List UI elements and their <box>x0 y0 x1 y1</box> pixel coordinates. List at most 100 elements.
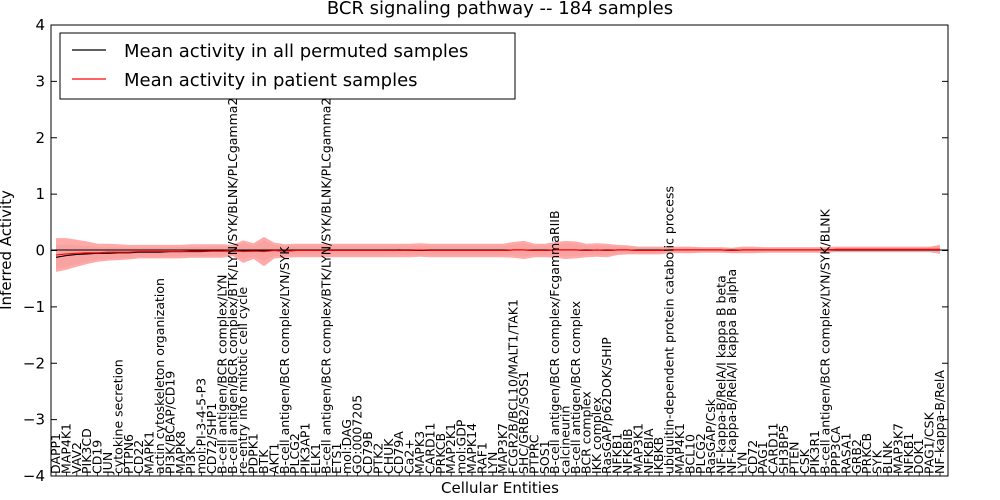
x-category-label: B-cell antigen/BCR complex/LYN <box>214 275 229 475</box>
x-category-label: PRKCB <box>433 433 448 474</box>
x-category-label: SOS1 <box>537 440 552 474</box>
x-category-label: CD22 <box>131 440 146 474</box>
x-category-label: ELK1 <box>308 443 323 474</box>
legend-label-permuted: Mean activity in all permuted samples <box>124 41 468 62</box>
series-line-patient <box>55 248 940 256</box>
y-tick-label: 2 <box>35 129 45 147</box>
x-category-label: FCGR2B/BCL10/MALT1/TAK1 <box>506 299 521 474</box>
x-category-label: PRKCB <box>859 433 874 474</box>
x-category-label: GO:0007205 <box>350 395 365 474</box>
x-category-label: PLCG2 <box>693 433 708 474</box>
x-category-label: B-cell antigen/BCR complex/LYN/SYK <box>277 246 292 474</box>
x-category-label: PIK3AP1 <box>298 423 313 474</box>
x-category-label: SYK <box>870 449 885 474</box>
x-category-label: GRB2 <box>849 439 864 474</box>
x-category-label: MAP3K7 <box>890 423 905 474</box>
x-category-label: SH3BP5 <box>776 425 791 474</box>
x-category-label: MAP3K1 <box>630 423 645 474</box>
x-category-label: DAPP1 <box>48 433 63 474</box>
legend-label-patient: Mean activity in patient samples <box>124 70 418 91</box>
y-tick-label: 3 <box>35 72 45 90</box>
x-category-label: RAF1 <box>474 442 489 474</box>
x-category-label: NF-kappa-B/RelA/I kappa B alpha <box>724 269 739 474</box>
x-category-label: PTEN <box>786 442 801 474</box>
x-category-label: mol:GDP <box>454 419 469 474</box>
x-category-label: CD79B <box>360 431 375 474</box>
x-category-label: BTK <box>256 449 271 474</box>
x-category-label: NFKB1 <box>901 433 916 474</box>
x-category-label: PTPN6 <box>121 434 136 474</box>
x-category-label: MAP3K7 <box>495 423 510 474</box>
x-category-label: RASA1 <box>838 433 853 474</box>
y-tick-label: −4 <box>23 467 45 485</box>
x-category-label: NFKB1 <box>610 433 625 474</box>
x-category-label: CD79A <box>391 431 406 474</box>
x-category-label: PDPK1 <box>246 433 261 474</box>
x-category-label: mol:DAG <box>339 419 354 474</box>
x-category-label: MAPK3 <box>412 431 427 474</box>
patient-band <box>56 237 940 272</box>
x-axis-label: Cellular Entities <box>441 479 559 497</box>
x-category-label: calcineurin <box>558 406 573 474</box>
x-category-label: PAG1/CSK <box>922 411 937 474</box>
x-category-label: actin cytoskeleton organization <box>152 278 167 474</box>
y-tick-label: 0 <box>35 242 45 260</box>
x-category-label: CSK <box>797 448 812 474</box>
legend: Mean activity in all permuted samples Me… <box>59 32 516 100</box>
x-category-label: MAP4K1 <box>58 423 73 474</box>
x-category-label: Ca2+ <box>402 439 417 474</box>
x-category-label: LYN <box>485 452 500 474</box>
x-category-label: NFKBIA <box>641 428 656 474</box>
x-category-label: SHC/GRB2/SOS1 <box>516 371 531 474</box>
x-category-label: CARD11 <box>766 423 781 475</box>
x-category-label: re-entry into mitotic cell cycle <box>235 286 250 474</box>
x-category-label: LYN <box>734 452 749 474</box>
x-category-label: MAP4K1 <box>672 423 687 474</box>
y-tick-label: −2 <box>23 354 45 372</box>
x-category-label: PI3K <box>183 446 198 474</box>
x-category-label: B-cell antigen/BCR complex <box>568 301 583 474</box>
x-category-label: CHUK <box>381 438 396 474</box>
x-category-label: PAG1 <box>755 441 770 474</box>
x-category-label: NFKBIB <box>620 428 635 474</box>
x-category-label: NF-kappa-B/RelA/I kappa B beta <box>714 275 729 474</box>
y-tick-label: −3 <box>23 411 45 429</box>
x-category-label: B-cell antigen/BCR complex/FcgammaRIIB <box>547 210 562 474</box>
x-category-label: PLCG2 <box>287 433 302 474</box>
x-category-label: RasGAP/Csk <box>703 398 718 474</box>
x-category-label: DOK1 <box>911 438 926 474</box>
x-category-label: PIK3CD <box>79 428 94 474</box>
x-category-label: MAPK14 <box>464 423 479 474</box>
x-category-label: MAPK8 <box>173 431 188 474</box>
x-category-label: PIK3R1 <box>807 430 822 474</box>
y-axis-label: Inferred Activity <box>0 190 15 310</box>
confidence-bands <box>56 237 940 272</box>
x-category-label: B-cell antigen/BCR complex/BTK/LYN/SYK/B… <box>225 98 240 474</box>
x-category-label: NF-kappa-B/RelA <box>932 370 947 474</box>
x-category-label: PI3K/BCAP/CD19 <box>162 371 177 474</box>
x-category-label: PPP3CA <box>828 426 843 474</box>
x-category-label: RasGAP/p62DOK/SHIP <box>599 337 614 474</box>
x-category-label: BLNK <box>880 440 895 474</box>
x-category-label: IKBKB <box>651 437 666 474</box>
x-category-label: CD72/SHP1 <box>204 403 219 474</box>
x-category-label: mol:PI-3-4-5-P3 <box>194 378 209 474</box>
x-category-label: BCL10 <box>682 434 697 474</box>
x-category-label: VAV2 <box>69 442 84 474</box>
x-category-label: PTPRC <box>526 434 541 474</box>
x-category-label: JUN <box>100 452 115 475</box>
y-tick-label: 1 <box>35 185 45 203</box>
series-lines <box>55 248 940 258</box>
x-category-label: CARD11 <box>422 423 437 475</box>
x-category-label: AKT1 <box>266 443 281 474</box>
chart-title: BCR signaling pathway -- 184 samples <box>327 0 673 19</box>
x-category-label: MAPK1 <box>142 431 157 474</box>
x-category-label: cytokine secretion <box>110 359 125 474</box>
y-tick-label: −1 <box>23 298 45 316</box>
legend-box <box>59 32 516 100</box>
x-category-label: CD19 <box>90 440 105 474</box>
x-category-label: CD72 <box>745 440 760 474</box>
x-category-label: B-cell antigen/BCR complex/BTK/LYN/SYK/B… <box>318 98 333 474</box>
